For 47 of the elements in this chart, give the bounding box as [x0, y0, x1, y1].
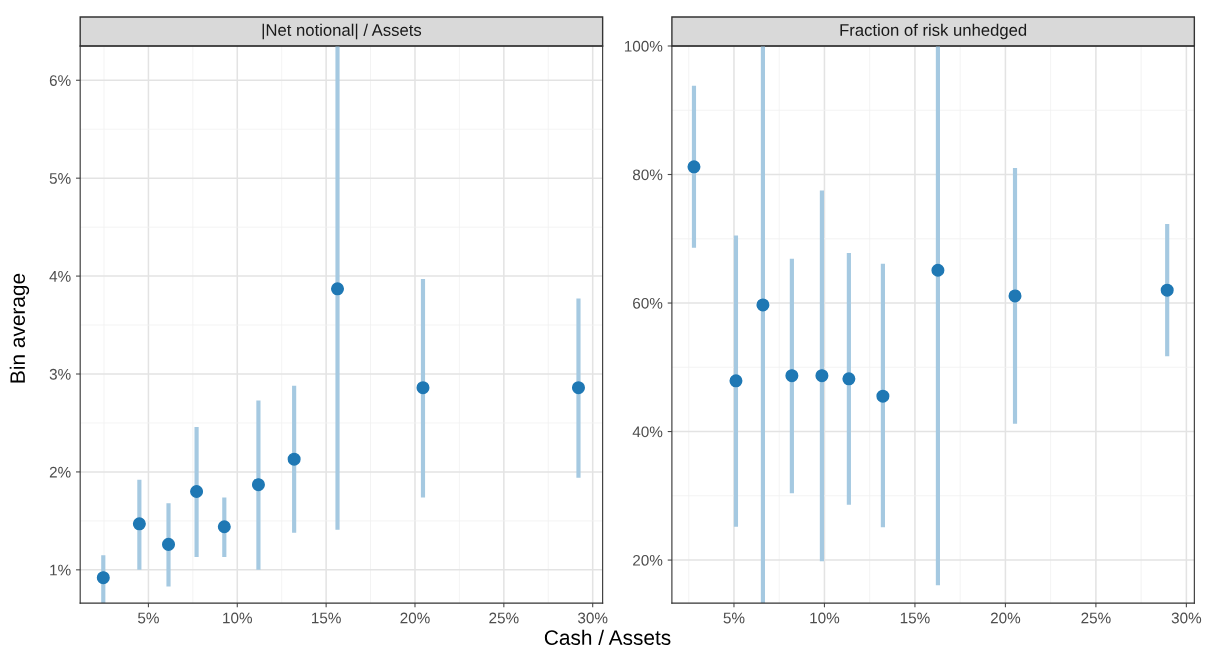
y-tick-label: 80% [632, 169, 663, 181]
x-tick-label: 10% [223, 612, 253, 624]
point [815, 369, 829, 383]
y-axis-title: Bin average [9, 273, 30, 383]
x-tick-label: 20% [990, 612, 1021, 624]
x-tick-label: 15% [312, 612, 341, 624]
point [287, 452, 301, 466]
point [96, 571, 110, 585]
y-tick-label: 60% [633, 297, 663, 309]
y-tick-label: 6% [49, 75, 71, 86]
point [331, 282, 345, 296]
chart-title: |Net notional| / Assets [262, 23, 422, 40]
x-tick-label: 5% [138, 612, 159, 624]
point [729, 374, 743, 388]
x-tick-label: 30% [1171, 612, 1202, 624]
y-tick-label: 2% [49, 466, 71, 478]
y-tick-label: 40% [632, 426, 663, 438]
y-tick-label: 100% [624, 40, 663, 52]
point [842, 372, 856, 386]
point [785, 369, 799, 383]
point [756, 298, 770, 312]
point [1160, 283, 1174, 297]
point [132, 517, 146, 531]
x-tick-label: 30% [577, 612, 608, 624]
y-tick-label: 5% [49, 173, 71, 184]
x-tick-label: 10% [810, 612, 840, 624]
x-axis-title: Cash / Assets [544, 629, 671, 645]
y-tick-label: 1% [50, 564, 71, 576]
point [876, 389, 890, 403]
point [1008, 289, 1022, 303]
x-tick-label: 25% [489, 612, 519, 624]
point [931, 263, 945, 277]
y-tick-label: 20% [633, 554, 663, 566]
y-tick-label: 4% [49, 271, 71, 282]
x-tick-label: 5% [723, 612, 745, 624]
point [687, 160, 701, 174]
y-tick-label: 3% [49, 368, 71, 380]
point [251, 478, 265, 492]
x-tick-label: 15% [900, 612, 930, 624]
point [217, 520, 231, 534]
point [162, 537, 176, 551]
x-tick-label: 25% [1081, 612, 1111, 624]
point [571, 381, 585, 395]
point [416, 381, 430, 395]
x-tick-label: 20% [400, 612, 430, 624]
chart-title: Fraction of risk unhedged [840, 23, 1027, 40]
point [190, 484, 204, 499]
